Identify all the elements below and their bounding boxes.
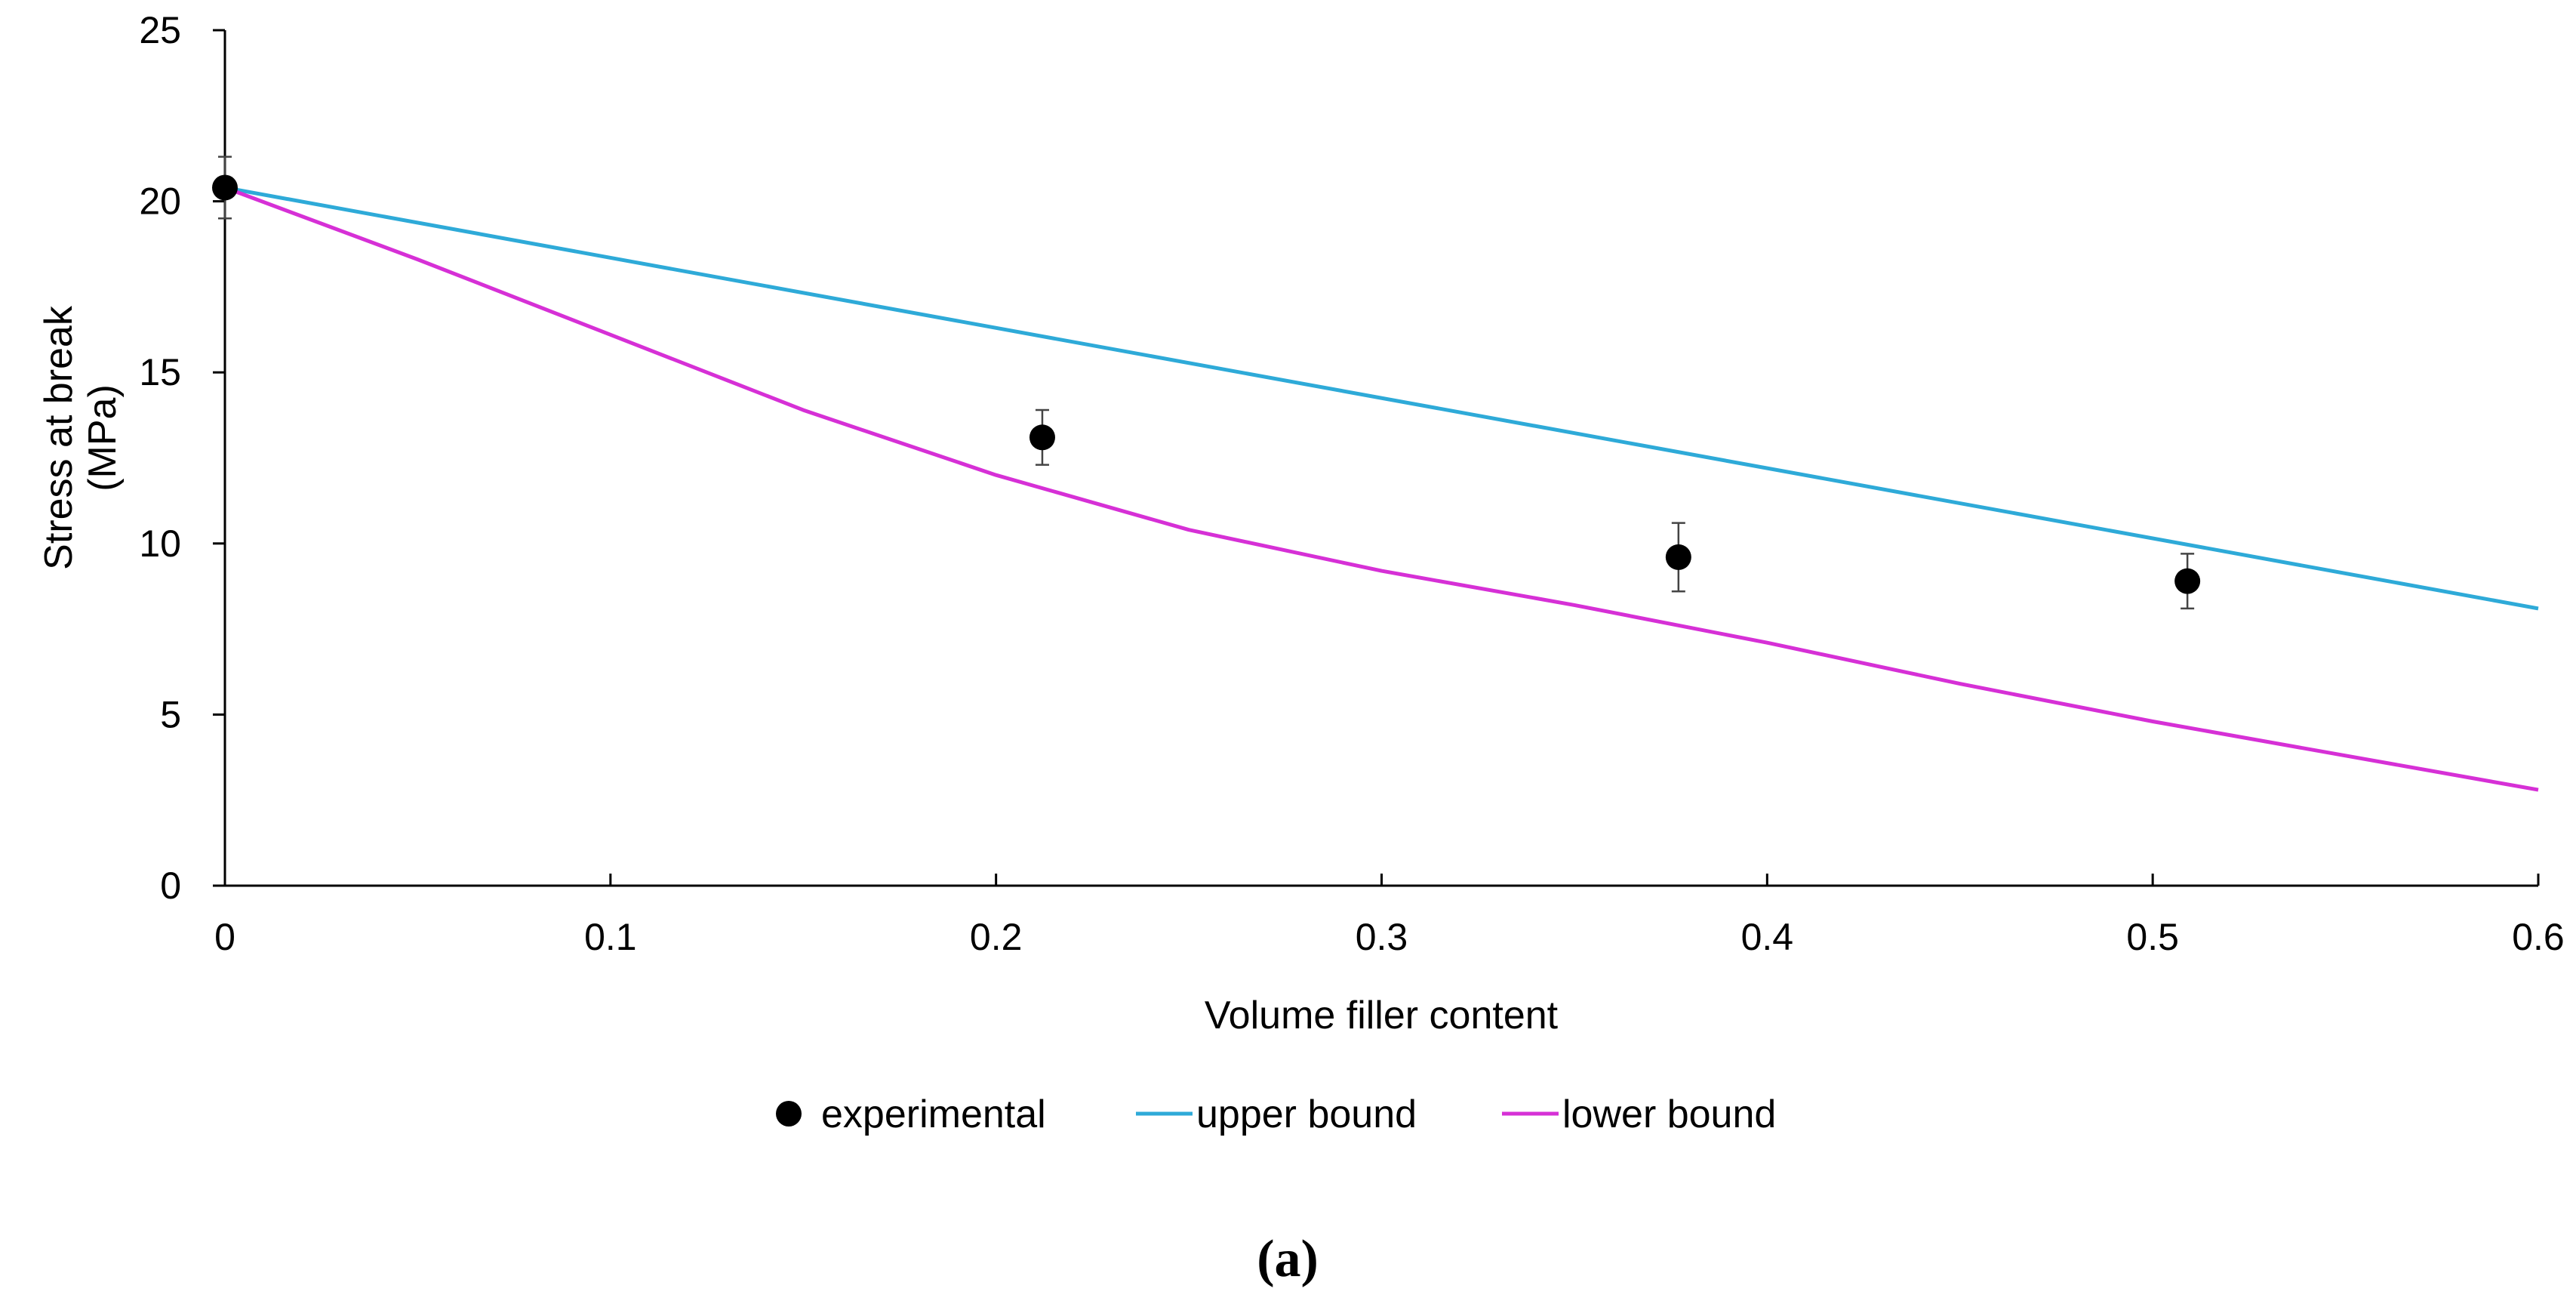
x-tick-label: 0 bbox=[214, 916, 235, 958]
y-tick-label: 5 bbox=[160, 693, 181, 735]
lower-bound-line bbox=[224, 186, 2539, 792]
legend-marker-experimental bbox=[776, 1101, 802, 1127]
series-layer bbox=[212, 156, 2539, 792]
x-tick-label: 0.3 bbox=[1356, 916, 1408, 958]
x-tick-label: 0.2 bbox=[970, 916, 1023, 958]
experimental-point bbox=[212, 174, 238, 201]
legend: experimental upper bound lower bound bbox=[776, 1093, 1776, 1136]
x-axis-title: Volume filler content bbox=[1205, 994, 1559, 1037]
legend-label-experimental: experimental bbox=[821, 1093, 1046, 1136]
x-tick-label: 0.5 bbox=[2126, 916, 2179, 958]
x-tick-label: 0.4 bbox=[1741, 916, 1794, 958]
experimental-point bbox=[1665, 544, 1691, 570]
experimental-point bbox=[2174, 568, 2201, 594]
y-tick-label: 10 bbox=[139, 522, 181, 565]
x-tick-label: 0.6 bbox=[2512, 916, 2565, 958]
experimental-point bbox=[1029, 424, 1055, 451]
upper-bound-line bbox=[224, 186, 2539, 611]
x-tick-label: 0.1 bbox=[584, 916, 637, 958]
y-axis-title-line-2: (MPa) bbox=[81, 384, 125, 492]
y-axis-title: Stress at break (MPa) bbox=[37, 305, 125, 570]
y-axis-title-line-1: Stress at break bbox=[37, 305, 81, 570]
panel-label: (a) bbox=[1257, 1230, 1319, 1288]
y-tick-label: 25 bbox=[139, 9, 181, 51]
legend-label-upper-bound: upper bound bbox=[1196, 1093, 1417, 1136]
y-tick-label: 0 bbox=[160, 865, 181, 907]
y-tick-label: 20 bbox=[139, 180, 181, 223]
legend-label-lower-bound: lower bound bbox=[1562, 1093, 1776, 1136]
y-tick-label: 15 bbox=[139, 351, 181, 393]
axes: 0 5 10 15 20 25 0 0.1 0.2 0.3 0.4 0.5 0.6 bbox=[139, 9, 2564, 958]
